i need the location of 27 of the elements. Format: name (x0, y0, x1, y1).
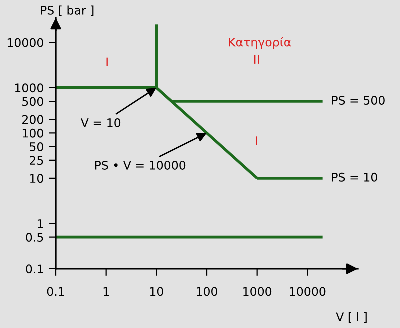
y-tick-label: 10000 (8, 38, 44, 48)
annotation: Κατηγορία (229, 37, 292, 50)
x-axis-title: V [ l ] (336, 312, 367, 323)
x-tick-label: 1 (104, 287, 109, 296)
series-label: PS = 10 (332, 172, 378, 182)
x-tick-label: 100 (197, 287, 218, 296)
annotation: V = 10 (80, 118, 121, 128)
x-tick-label: 0.1 (47, 287, 64, 296)
x-tick-label: 10000 (290, 287, 326, 296)
x-tick-label: 1000 (244, 287, 272, 296)
y-tick-label: 50 (30, 142, 44, 152)
annotation: I (106, 58, 108, 66)
annotation: PS • V = 10000 (95, 161, 186, 170)
y-axis-title: PS [ bar ] (41, 6, 94, 16)
y-tick-label: 1000 (15, 84, 44, 93)
annotation: II (254, 55, 260, 64)
annotation: I (256, 136, 258, 146)
y-tick-label: 10 (30, 174, 44, 184)
y-tick-label: 500 (22, 97, 44, 106)
y-tick-label: 100 (22, 128, 44, 138)
y-tick-label: 25 (30, 156, 44, 166)
y-tick-label: 200 (22, 115, 44, 124)
y-tick-label: 0.5 (26, 233, 44, 242)
y-tick-label: 1 (38, 220, 44, 228)
x-tick-label: 10 (150, 287, 164, 296)
series-label: PS = 500 (332, 96, 385, 105)
y-tick-label: 0.1 (26, 264, 44, 274)
